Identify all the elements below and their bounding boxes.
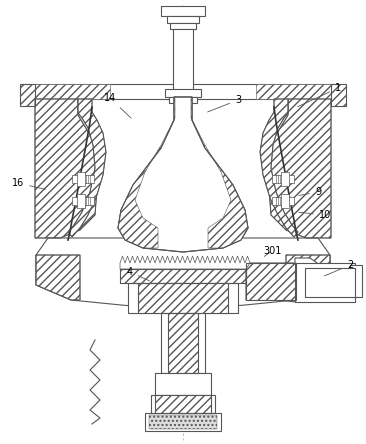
- Bar: [138, 283, 228, 313]
- Polygon shape: [286, 255, 330, 300]
- Bar: [295, 263, 355, 302]
- Bar: [168, 313, 198, 373]
- Polygon shape: [35, 99, 98, 238]
- Bar: [161, 313, 205, 373]
- Bar: [155, 373, 211, 395]
- Bar: [77, 194, 85, 208]
- Text: 16: 16: [12, 178, 45, 190]
- Bar: [165, 89, 201, 97]
- Bar: [72, 197, 94, 205]
- Bar: [20, 84, 35, 106]
- Bar: [256, 84, 331, 99]
- Bar: [20, 84, 35, 106]
- Polygon shape: [246, 258, 320, 302]
- Text: 1: 1: [298, 83, 341, 107]
- Bar: [155, 395, 211, 413]
- Bar: [173, 29, 193, 94]
- Polygon shape: [268, 99, 331, 238]
- Text: 14: 14: [104, 93, 131, 118]
- Polygon shape: [36, 255, 80, 300]
- Bar: [72, 175, 94, 183]
- Bar: [168, 313, 198, 373]
- Text: 10: 10: [299, 210, 331, 220]
- Bar: [169, 97, 197, 103]
- Bar: [155, 395, 211, 413]
- Text: 4: 4: [127, 267, 149, 281]
- Bar: [161, 6, 205, 16]
- Bar: [246, 263, 296, 300]
- Polygon shape: [118, 97, 248, 252]
- Bar: [120, 269, 246, 283]
- Bar: [128, 283, 238, 313]
- Text: 9: 9: [299, 187, 321, 197]
- Polygon shape: [260, 99, 298, 237]
- Text: 301: 301: [263, 246, 281, 256]
- Bar: [272, 197, 294, 205]
- Bar: [272, 175, 294, 183]
- Bar: [281, 194, 289, 208]
- Bar: [149, 415, 217, 429]
- Bar: [138, 283, 228, 313]
- Bar: [331, 84, 346, 106]
- Bar: [281, 172, 289, 186]
- Bar: [167, 16, 199, 23]
- Bar: [145, 413, 221, 431]
- Bar: [35, 84, 110, 99]
- Text: 3: 3: [208, 95, 241, 112]
- Bar: [35, 84, 331, 99]
- Bar: [120, 269, 246, 283]
- Polygon shape: [120, 256, 250, 269]
- Bar: [331, 84, 346, 106]
- Bar: [151, 395, 215, 413]
- Text: 2: 2: [325, 260, 353, 276]
- Bar: [170, 23, 196, 29]
- Bar: [246, 263, 296, 300]
- Bar: [77, 172, 85, 186]
- Polygon shape: [118, 97, 175, 248]
- Polygon shape: [191, 97, 248, 248]
- Bar: [350, 265, 362, 297]
- Bar: [305, 268, 355, 297]
- Polygon shape: [68, 99, 106, 237]
- Polygon shape: [36, 238, 330, 308]
